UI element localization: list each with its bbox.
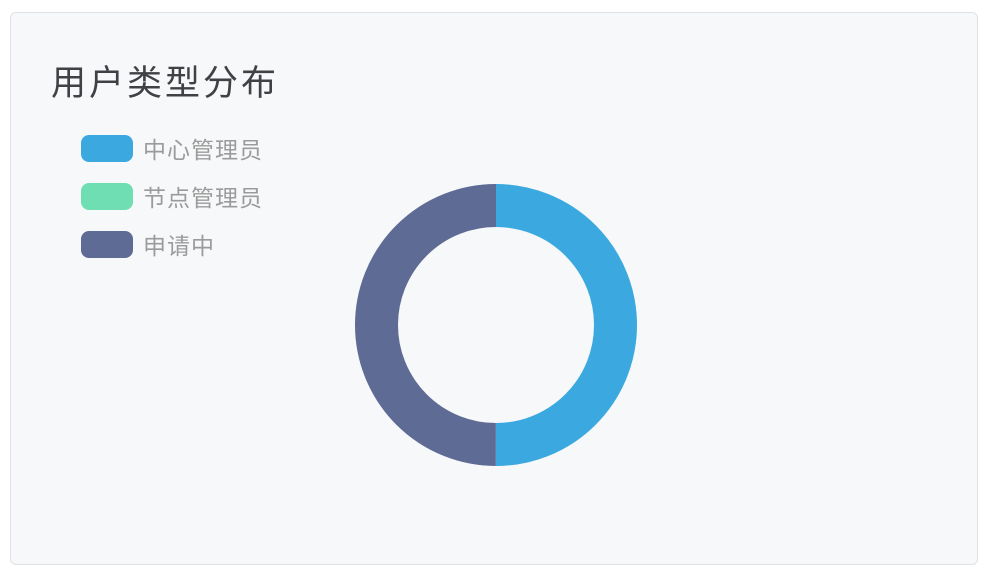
legend-label: 节点管理员: [143, 185, 263, 211]
user-type-distribution-card: 用户类型分布 中心管理员节点管理员申请中: [10, 12, 978, 565]
legend-marker-icon: [81, 182, 133, 210]
legend-item-2[interactable]: 节点管理员: [81, 182, 263, 211]
legend-label: 中心管理员: [143, 137, 263, 163]
legend-marker-icon: [81, 230, 133, 258]
chart-legend: 中心管理员节点管理员申请中: [81, 134, 263, 278]
legend-marker-icon: [81, 134, 133, 162]
legend-item-3[interactable]: 申请中: [81, 230, 263, 259]
chart-title: 用户类型分布: [51, 64, 280, 103]
legend-label: 申请中: [143, 233, 215, 259]
donut-chart[interactable]: [346, 175, 646, 475]
donut-chart-area: [346, 175, 646, 475]
legend-item-1[interactable]: 中心管理员: [81, 134, 263, 163]
donut-segment-3[interactable]: [355, 184, 637, 466]
